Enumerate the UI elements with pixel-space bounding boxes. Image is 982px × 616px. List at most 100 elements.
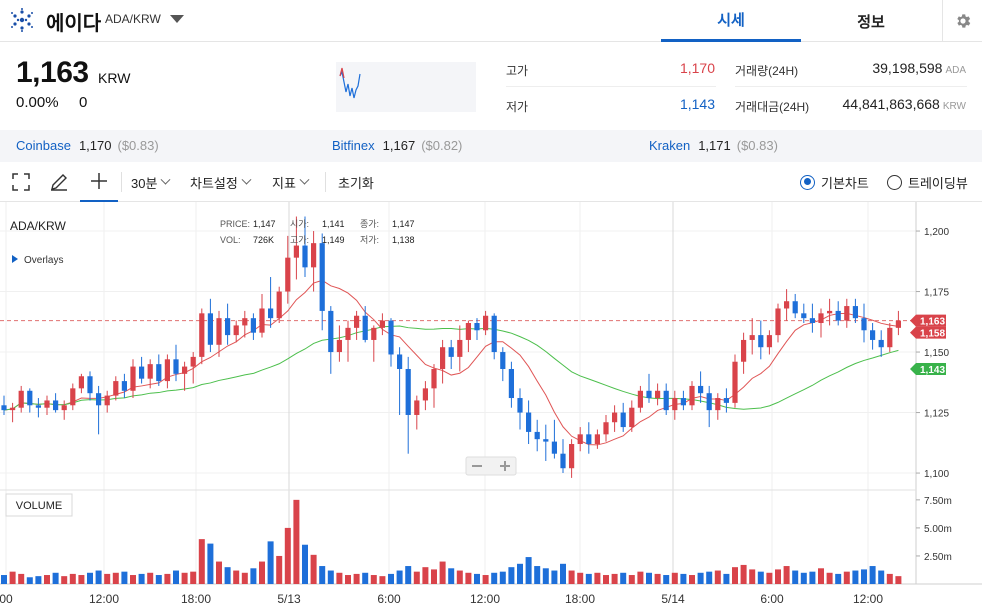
candle-body xyxy=(164,359,170,382)
volume-bar xyxy=(104,573,111,584)
volume-bar xyxy=(362,572,369,584)
candle-body xyxy=(655,390,661,399)
volume-bar xyxy=(44,575,50,584)
volume-bar xyxy=(800,572,807,584)
tab-price[interactable]: 시세 xyxy=(661,0,801,42)
volume-bar xyxy=(87,572,93,584)
volume-bar xyxy=(732,567,738,584)
volume-bar xyxy=(706,571,713,584)
candle-body xyxy=(311,243,317,268)
volume-bar xyxy=(663,575,670,584)
volume-bar xyxy=(491,572,498,584)
candle-body xyxy=(78,376,84,389)
volume-bar xyxy=(542,568,549,584)
settings-button[interactable] xyxy=(942,0,982,42)
cardano-logo-icon xyxy=(11,8,33,32)
legend-low: 1,138 xyxy=(392,235,415,245)
legend-low-label: 저가: xyxy=(360,235,379,245)
caret-down-icon[interactable] xyxy=(170,15,184,23)
candle-body xyxy=(491,315,497,353)
price-chart[interactable]: 1,200 1,175 1,150 1,125 1,100 7.50m 5.00m 2.50m… xyxy=(0,202,982,616)
candle-body xyxy=(354,315,360,328)
volume-bar xyxy=(413,571,420,584)
candle-body xyxy=(895,320,901,328)
candle-body xyxy=(113,381,119,396)
candle-body xyxy=(465,323,471,340)
draw-button[interactable] xyxy=(49,162,69,202)
volume-bar xyxy=(216,561,222,584)
zoom-control[interactable] xyxy=(465,456,517,476)
volume-bar xyxy=(26,577,33,584)
basic-chart-radio[interactable]: 기본차트 xyxy=(800,162,869,202)
candle-body xyxy=(199,313,205,357)
legend-close-label: 종가: xyxy=(360,219,379,229)
volume-bar xyxy=(757,571,764,584)
volume-bar xyxy=(886,573,893,584)
zoom-in-icon[interactable] xyxy=(504,461,506,471)
volume-bar xyxy=(310,554,317,584)
divider xyxy=(735,86,967,87)
volume-bar xyxy=(61,576,68,584)
volume-bar xyxy=(508,567,515,584)
tab-info[interactable]: 정보 xyxy=(857,13,885,31)
volume-bar xyxy=(388,573,394,584)
volume-bar xyxy=(9,571,16,584)
fullscreen-icon xyxy=(12,173,30,191)
price-tag xyxy=(910,326,946,339)
divider xyxy=(506,86,716,87)
overlays-toggle[interactable]: Overlays xyxy=(24,255,63,266)
volume-bar xyxy=(121,571,128,584)
legend-close: 1,147 xyxy=(392,219,415,229)
reset-button[interactable]: 초기화 xyxy=(338,175,374,191)
legend-open: 1,141 xyxy=(322,219,345,229)
candle-body xyxy=(784,301,790,309)
candle-body xyxy=(766,335,772,348)
expand-triangle-icon[interactable] xyxy=(12,255,18,263)
candle-body xyxy=(379,320,385,328)
interval-dropdown[interactable]: 30분 xyxy=(131,162,171,202)
candle-body xyxy=(672,398,678,411)
candle-body xyxy=(345,327,351,340)
exchange-coinbase[interactable]: Coinbase 1,170 ($0.83) xyxy=(16,138,159,153)
tradingview-radio[interactable]: 트레이딩뷰 xyxy=(887,162,968,202)
candle-body xyxy=(405,368,411,415)
chevron-down-icon xyxy=(241,174,252,185)
volume-bar xyxy=(628,575,635,584)
chart-toolbar: 30분 차트설정 지표 초기화 기본차트 트레이딩뷰 xyxy=(0,162,982,202)
indicators-dropdown[interactable]: 지표 xyxy=(272,162,310,202)
zoom-out-icon[interactable] xyxy=(472,465,482,467)
fullscreen-button[interactable] xyxy=(12,162,30,202)
volume-bar xyxy=(517,563,523,584)
volume-bar xyxy=(689,575,695,584)
high-label: 고가 xyxy=(506,64,529,78)
candle-body xyxy=(225,318,231,336)
volume-bar xyxy=(740,564,747,584)
crosshair-button[interactable] xyxy=(80,162,118,202)
trade-value-label: 거래대금(24H) xyxy=(735,100,810,114)
coin-pair[interactable]: ADA/KRW xyxy=(105,12,161,26)
coin-name[interactable]: 에이다 xyxy=(46,13,102,35)
volume-bar xyxy=(52,572,59,584)
x-tick-label: 12:00 xyxy=(470,592,500,606)
candle-body xyxy=(336,339,342,353)
volume-bar xyxy=(250,568,257,584)
candle-body xyxy=(663,390,669,411)
low-value: 1,143 xyxy=(679,96,715,112)
candle-body xyxy=(233,325,239,336)
toolbar-divider xyxy=(121,172,122,192)
candle-body xyxy=(302,245,308,268)
exchange-kraken[interactable]: Kraken 1,171 ($0.83) xyxy=(649,138,778,153)
y-tick-label: 1,150 xyxy=(924,348,949,359)
volume-bar xyxy=(336,572,343,584)
volume-bar xyxy=(69,573,76,584)
candle-body xyxy=(809,318,815,324)
candle-body xyxy=(749,335,755,340)
exchange-bitfinex[interactable]: Bitfinex 1,167 ($0.82) xyxy=(332,138,463,153)
y-tick-label: 1,125 xyxy=(924,409,949,420)
candle-body xyxy=(801,313,807,319)
candlestick-chart-svg[interactable]: 1,200 1,175 1,150 1,125 1,100 7.50m 5.00m 2.50m… xyxy=(0,202,982,616)
candle-body xyxy=(852,306,858,319)
volume-bar xyxy=(585,573,592,584)
volume-bar xyxy=(835,573,842,584)
chart-settings-dropdown[interactable]: 차트설정 xyxy=(190,162,252,202)
